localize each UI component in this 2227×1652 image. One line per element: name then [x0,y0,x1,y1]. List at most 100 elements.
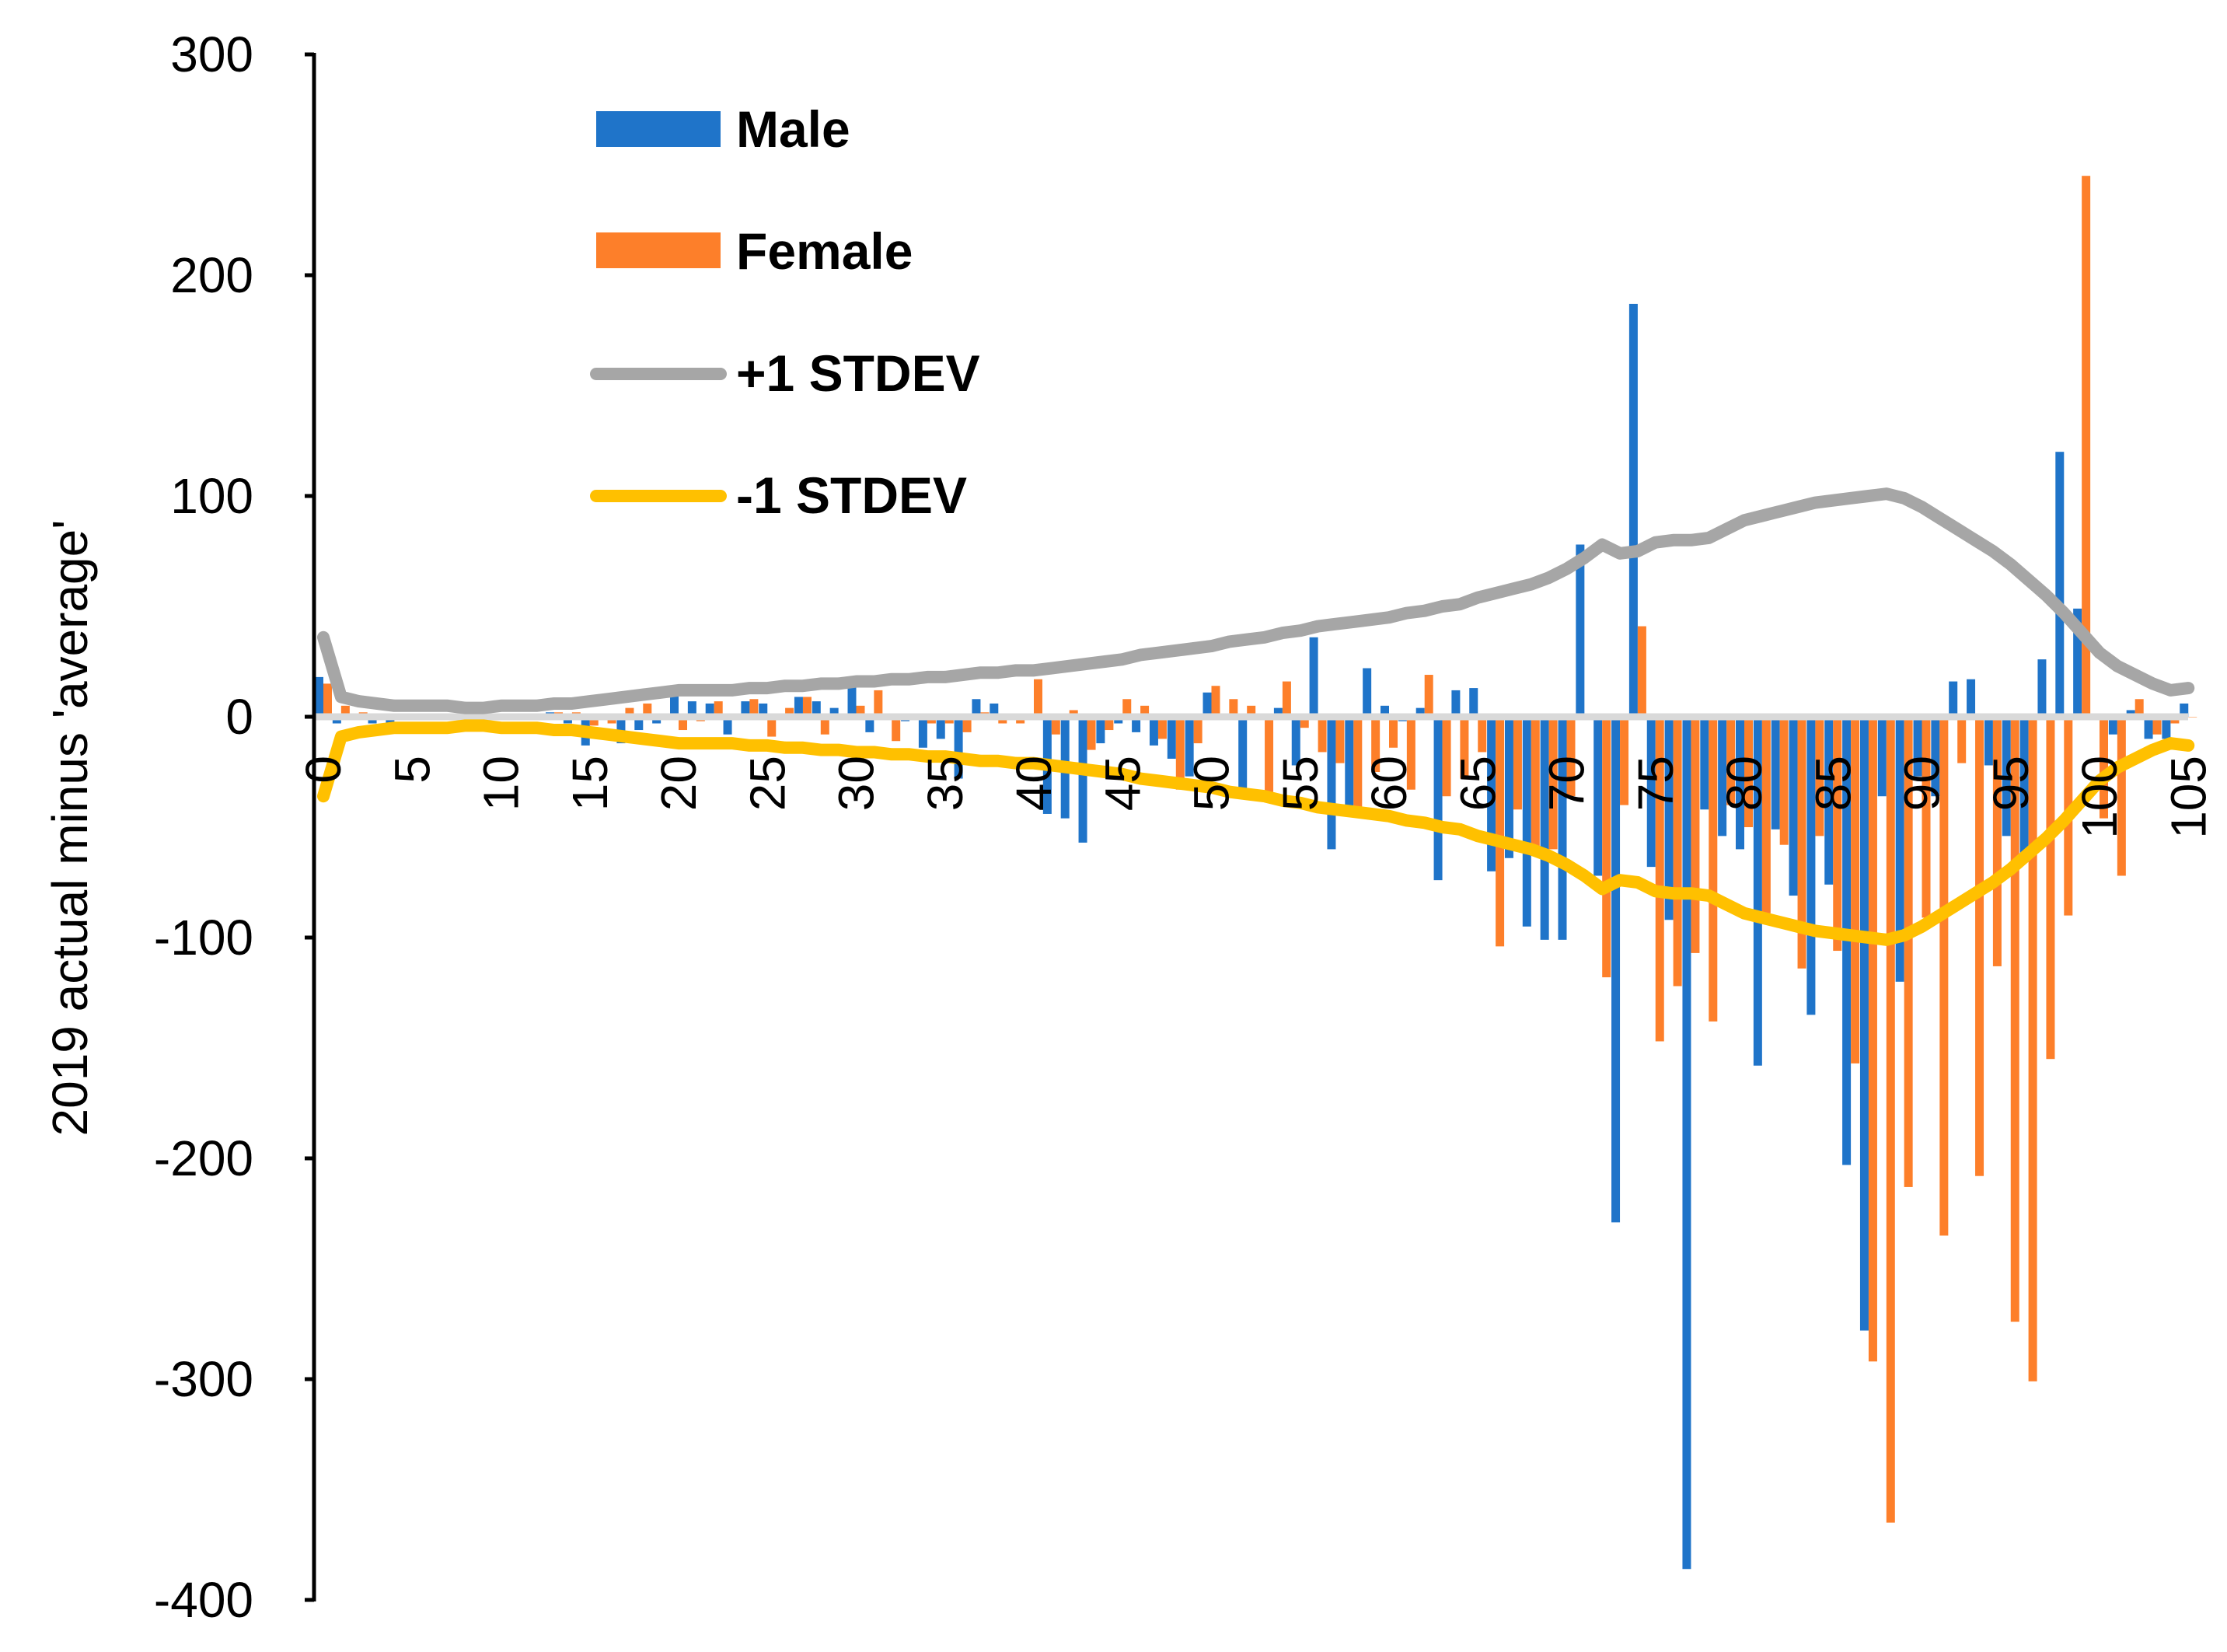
bar-female-age-101 [2117,717,2126,876]
line-minus-stdev [317,719,2195,946]
bar-male-age-47 [1149,717,1158,746]
bar-male-age-59 [1363,668,1372,717]
bar-male-age-87 [1859,717,1869,1331]
bar-female-age-18 [643,703,652,717]
bar-male-age-70 [1558,717,1567,940]
bar-male-age-36 [954,717,963,779]
bar-male-age-23 [723,717,732,735]
bar-male-age-97 [2037,659,2047,717]
x-tick-label: 50 [1184,756,1240,811]
bar-female-age-48 [1175,717,1185,790]
bar-female-age-41 [1051,717,1060,735]
bar-female-age-84 [1815,717,1824,836]
x-tick-label: 70 [1539,756,1595,811]
bar-female-age-67 [1513,717,1522,810]
y-tick-label: 0 [225,689,253,745]
bar-male-age-20 [670,686,679,717]
x-tick-label: 10 [473,756,529,811]
y-tick-label: 100 [170,468,253,524]
y-axis-ticks: 300 200 100 0 -100 -200 -300 -400 [154,26,314,1628]
legend-label-minus-stdev: -1 STDEV [736,466,967,524]
bar-female-age-47 [1157,717,1167,739]
bar-female-age-15 [589,717,599,726]
y-tick-label: -400 [154,1572,253,1628]
bar-male-age-83 [1789,717,1798,896]
y-tick-label: -200 [154,1130,253,1186]
bar-female-age-102 [2134,699,2144,717]
x-tick-label: 65 [1450,756,1506,811]
bar-male-age-38 [990,703,999,717]
bar-male-age-72 [1593,717,1603,876]
bar-female-age-100 [2100,717,2108,819]
bar-male-age-60 [1381,705,1389,717]
bar-male-age-21 [687,701,696,717]
bar-female-age-79 [1726,717,1736,805]
bar-male-age-75 [1646,717,1656,868]
bar-female-age-30 [856,705,865,717]
bar-male-age-18 [634,717,644,731]
bar-male-age-62 [1415,707,1425,717]
line-plus-stdev [317,487,2195,714]
bar-female-age-61 [1406,717,1415,790]
bar-male-age-82 [1771,717,1780,829]
bar-male-age-92 [1949,681,1958,717]
bar-female-age-65 [1478,717,1487,753]
bar-male-age-57 [1327,717,1336,850]
bar-female-age-63 [1442,717,1451,797]
bar-female-age-31 [874,690,883,717]
y-tick-label: -300 [154,1351,253,1407]
bar-male-age-49 [1185,717,1194,777]
bar-male-age-104 [2162,717,2171,739]
bar-female-age-88 [1886,717,1895,1523]
bar-female-age-17 [625,707,634,717]
bar-male-age-94 [1984,717,1993,766]
bar-male-age-77 [1682,717,1691,1570]
bar-female-age-52 [1247,705,1256,717]
bar-female-age-80 [1744,717,1753,827]
bar-female-age-90 [1922,717,1931,918]
bar-male-age-24 [741,701,750,717]
lines-layer [317,487,2195,946]
bar-female-age-49 [1193,717,1203,744]
bar-female-age-20 [679,717,687,731]
legend: Male Female +1 STDEV -1 STDEV [590,100,980,524]
bar-female-age-86 [1851,717,1860,1063]
bar-female-age-89 [1904,717,1913,1187]
bar-female-age-75 [1655,717,1664,1042]
bar-male-age-84 [1806,717,1816,1015]
bar-female-age-83 [1797,717,1806,969]
bar-female-age-60 [1389,717,1398,748]
bar-female-age-103 [2152,717,2162,735]
x-tick-label: 100 [2072,756,2128,839]
bar-female-age-78 [1709,717,1718,1022]
x-tick-label: 5 [384,756,440,784]
bar-male-age-56 [1309,637,1318,717]
bar-female-age-22 [714,701,723,717]
bar-male-age-29 [829,707,839,717]
legend-label-plus-stdev: +1 STDEV [736,344,980,402]
bar-male-age-0 [315,676,323,717]
bars-layer [315,176,2197,1570]
bar-male-age-98 [2055,452,2065,717]
x-tick-label: 60 [1361,756,1417,811]
bar-male-age-55 [1291,717,1300,766]
bar-male-age-89 [1895,717,1904,982]
x-tick-label: 0 [295,756,351,784]
bar-female-age-105 [2188,717,2197,718]
bar-male-age-25 [759,703,768,717]
y-tick-label: 300 [170,26,253,82]
bar-male-age-69 [1540,717,1549,940]
y-axis-title: 2019 actual minus 'average' [42,520,98,1137]
bar-male-age-90 [1913,717,1922,777]
bar-male-age-44 [1096,717,1105,744]
bar-female-age-25 [767,717,777,737]
legend-item-minus-stdev: -1 STDEV [590,466,967,524]
bar-male-age-81 [1753,717,1762,1066]
x-tick-label: 30 [829,756,885,811]
bar-female-age-73 [1620,717,1629,805]
bar-female-age-0 [323,683,332,717]
x-tick-label: 105 [2160,756,2216,839]
bar-male-age-96 [2019,717,2029,856]
bar-female-age-56 [1318,717,1327,753]
bar-female-age-66 [1496,717,1505,947]
